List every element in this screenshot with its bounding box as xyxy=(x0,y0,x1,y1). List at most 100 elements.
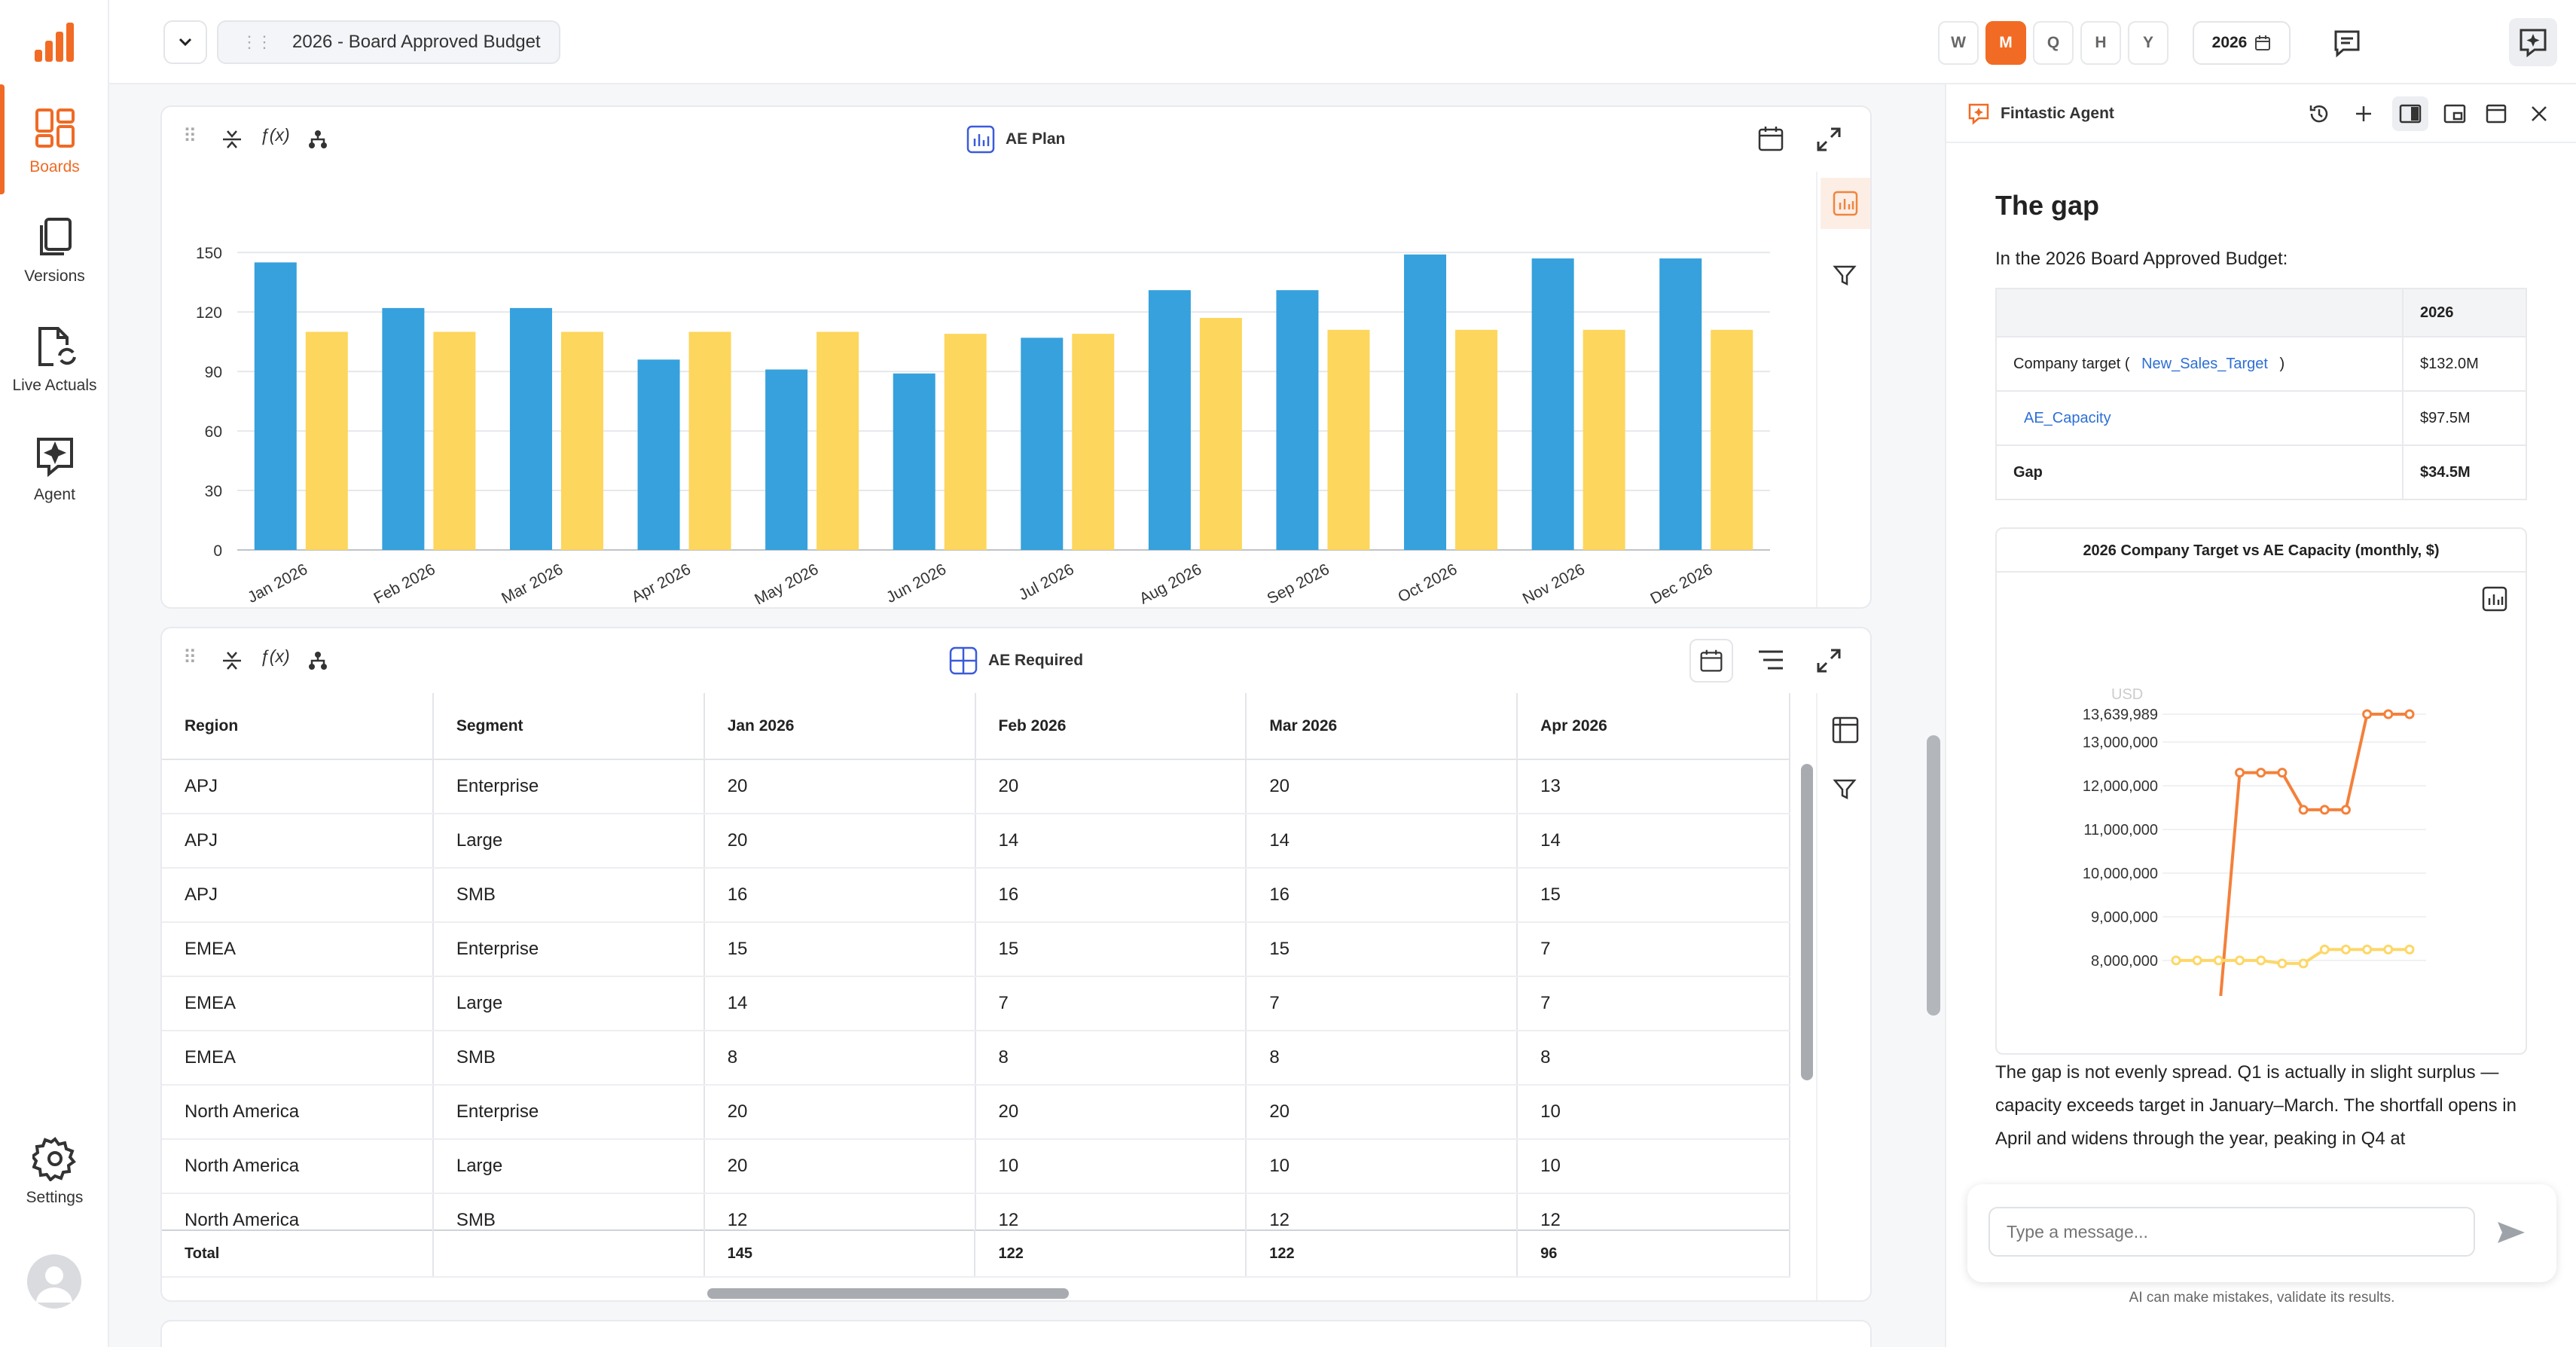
pivot-icon[interactable] xyxy=(1831,716,1860,744)
table-cell[interactable]: APJ xyxy=(162,759,434,814)
vertical-scrollbar[interactable] xyxy=(1801,764,1813,1080)
close-icon[interactable] xyxy=(2529,104,2549,124)
formula-button[interactable]: ƒ(x) xyxy=(260,646,290,666)
table-cell[interactable]: 8 xyxy=(1517,1031,1790,1086)
table-cell[interactable]: 15 xyxy=(704,922,976,977)
table-cell[interactable]: EMEA xyxy=(162,922,434,977)
table-cell[interactable]: Enterprise xyxy=(432,922,705,977)
collapse-icon[interactable] xyxy=(221,128,243,151)
table-cell[interactable]: APJ xyxy=(162,814,434,869)
table-cell[interactable]: Large xyxy=(432,1139,705,1194)
table-cell[interactable]: 16 xyxy=(704,868,976,923)
column-header-jan[interactable]: Jan 2026 xyxy=(704,693,976,760)
table-cell[interactable]: 7 xyxy=(1246,976,1518,1031)
period-week[interactable]: W xyxy=(1938,21,1979,65)
period-year[interactable]: Y xyxy=(2128,21,2169,65)
table-cell[interactable]: 7 xyxy=(1517,922,1790,977)
table-cell[interactable]: 16 xyxy=(975,868,1247,923)
nav-item-agent[interactable]: Agent xyxy=(0,433,109,504)
expand-icon[interactable] xyxy=(1816,648,1842,674)
table-cell[interactable]: Enterprise xyxy=(432,1085,705,1140)
collapse-dropdown-button[interactable] xyxy=(163,20,207,64)
table-cell[interactable]: 20 xyxy=(704,1139,976,1194)
chart-view-button[interactable] xyxy=(1821,178,1870,229)
table-cell[interactable]: 8 xyxy=(975,1031,1247,1086)
column-header-mar[interactable]: Mar 2026 xyxy=(1246,693,1518,760)
new-sales-target-link[interactable]: New_Sales_Target xyxy=(2141,355,2268,372)
plus-icon[interactable] xyxy=(2353,103,2374,124)
table-cell[interactable]: SMB xyxy=(432,1031,705,1086)
nav-item-live-actuals[interactable]: Live Actuals xyxy=(0,324,109,395)
table-cell[interactable]: 14 xyxy=(1517,814,1790,869)
table-cell[interactable]: 10 xyxy=(975,1139,1247,1194)
table-cell[interactable]: Enterprise xyxy=(432,759,705,814)
maximize-icon[interactable] xyxy=(2486,104,2507,124)
table-cell[interactable]: Large xyxy=(432,976,705,1031)
history-icon[interactable] xyxy=(2308,102,2330,125)
horizontal-scrollbar[interactable] xyxy=(707,1288,1069,1299)
page-scrollbar[interactable] xyxy=(1927,735,1940,1016)
column-header-region[interactable]: Region xyxy=(162,693,434,760)
collapse-icon[interactable] xyxy=(221,649,243,672)
column-header-apr[interactable]: Apr 2026 xyxy=(1517,693,1790,760)
table-cell[interactable]: 14 xyxy=(975,814,1247,869)
table-cell[interactable]: 20 xyxy=(1246,1085,1518,1140)
hierarchy-icon[interactable] xyxy=(308,130,328,149)
drag-handle-icon[interactable]: ⠿ xyxy=(183,126,197,147)
table-cell[interactable]: 14 xyxy=(1246,814,1518,869)
table-cell[interactable]: Large xyxy=(432,814,705,869)
table-cell[interactable]: North America xyxy=(162,1139,434,1194)
drag-handle-icon[interactable]: ⠿ xyxy=(183,647,197,668)
comments-button[interactable] xyxy=(2325,21,2369,65)
table-cell[interactable]: 8 xyxy=(704,1031,976,1086)
table-cell[interactable]: 10 xyxy=(1246,1139,1518,1194)
table-cell[interactable]: 20 xyxy=(704,1085,976,1140)
filter-icon[interactable] xyxy=(1833,777,1857,802)
table-cell[interactable]: SMB xyxy=(432,868,705,923)
calendar-icon[interactable] xyxy=(1757,125,1784,152)
table-cell[interactable]: EMEA xyxy=(162,1031,434,1086)
year-picker[interactable]: 2026 xyxy=(2193,21,2291,65)
ae-capacity-link[interactable]: AE_Capacity xyxy=(2024,409,2111,426)
nav-item-settings[interactable]: Settings xyxy=(0,1136,109,1207)
message-input[interactable] xyxy=(1988,1207,2475,1257)
dock-side-button[interactable] xyxy=(2392,96,2428,131)
formula-button[interactable]: ƒ(x) xyxy=(260,125,290,145)
filter-icon[interactable] xyxy=(1833,264,1857,288)
table-cell[interactable]: 20 xyxy=(704,814,976,869)
board-selector[interactable]: ⋮⋮ 2026 - Board Approved Budget xyxy=(217,20,560,64)
table-cell[interactable]: 20 xyxy=(975,759,1247,814)
table-cell[interactable]: 10 xyxy=(1517,1085,1790,1140)
hierarchy-icon[interactable] xyxy=(308,651,328,670)
table-cell[interactable]: 20 xyxy=(1246,759,1518,814)
agent-toggle-button[interactable] xyxy=(2509,18,2557,66)
picture-in-picture-icon[interactable] xyxy=(2443,104,2466,124)
send-icon[interactable] xyxy=(2496,1219,2526,1246)
period-half[interactable]: H xyxy=(2080,21,2121,65)
table-cell[interactable]: EMEA xyxy=(162,976,434,1031)
table-cell[interactable]: 14 xyxy=(704,976,976,1031)
table-cell[interactable]: 15 xyxy=(1517,868,1790,923)
avatar[interactable] xyxy=(27,1254,81,1309)
chart-toggle-icon[interactable] xyxy=(2482,586,2507,612)
column-header-segment[interactable]: Segment xyxy=(432,693,705,760)
table-cell[interactable]: 7 xyxy=(975,976,1247,1031)
table-cell[interactable]: 8 xyxy=(1246,1031,1518,1086)
nav-item-boards[interactable]: Boards xyxy=(0,105,109,176)
nav-item-versions[interactable]: Versions xyxy=(0,215,109,286)
table-cell[interactable]: 13 xyxy=(1517,759,1790,814)
sort-lines-icon[interactable] xyxy=(1757,648,1784,672)
table-cell[interactable]: 15 xyxy=(1246,922,1518,977)
period-month[interactable]: M xyxy=(1985,21,2026,65)
table-cell[interactable]: APJ xyxy=(162,868,434,923)
app-logo[interactable] xyxy=(32,21,75,65)
table-cell[interactable]: 20 xyxy=(704,759,976,814)
table-cell[interactable]: 7 xyxy=(1517,976,1790,1031)
period-quarter[interactable]: Q xyxy=(2033,21,2074,65)
table-cell[interactable]: 10 xyxy=(1517,1139,1790,1194)
column-header-feb[interactable]: Feb 2026 xyxy=(975,693,1247,760)
table-cell[interactable]: 15 xyxy=(975,922,1247,977)
expand-icon[interactable] xyxy=(1816,127,1842,152)
table-cell[interactable]: 16 xyxy=(1246,868,1518,923)
table-cell[interactable]: 20 xyxy=(975,1085,1247,1140)
